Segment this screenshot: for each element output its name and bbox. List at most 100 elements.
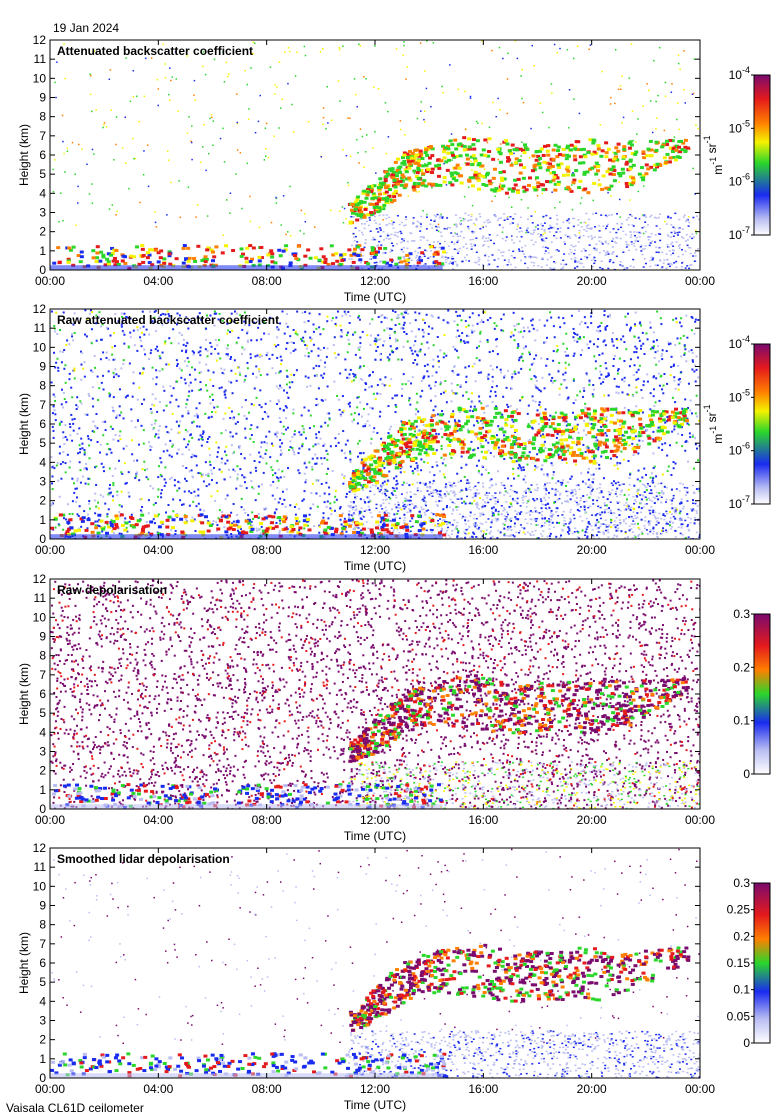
signal-pixel (574, 261, 577, 263)
signal-pixel (518, 248, 521, 250)
noise-pixel (316, 505, 319, 508)
noise-pixel (460, 319, 463, 322)
signal-pixel (412, 217, 415, 219)
signal-pixel (620, 226, 623, 229)
signal-pixel (441, 255, 444, 258)
noise-pixel (149, 352, 152, 355)
noise-pixel (224, 396, 227, 399)
boundary-layer-pixel (94, 259, 99, 263)
noise-pixel (218, 509, 221, 512)
noise-pixel (462, 394, 465, 397)
noise-pixel (287, 231, 289, 233)
cloud-pixel (382, 203, 387, 207)
cloud-pixel (512, 148, 517, 152)
cloud-pixel (609, 168, 614, 172)
signal-pixel (363, 227, 366, 230)
noise-pixel (472, 449, 475, 452)
cloud-pixel (612, 157, 617, 161)
signal-pixel (588, 227, 591, 230)
cloud-pixel (477, 161, 482, 165)
noise-pixel (468, 186, 470, 188)
boundary-layer-pixel (162, 257, 167, 261)
noise-pixel (628, 384, 631, 387)
cloud-pixel (431, 182, 436, 186)
noise-pixel (364, 151, 367, 153)
signal-pixel (464, 243, 467, 245)
noise-pixel (553, 501, 556, 504)
noise-pixel (183, 438, 186, 441)
noise-pixel (487, 377, 490, 380)
noise-pixel (447, 322, 450, 325)
noise-pixel (104, 420, 107, 423)
noise-pixel (348, 401, 351, 404)
noise-pixel (102, 434, 105, 437)
noise-pixel (201, 438, 204, 441)
signal-pixel (489, 221, 492, 223)
noise-pixel (383, 480, 386, 483)
signal-pixel (659, 239, 662, 242)
cloud-pixel (395, 178, 400, 182)
signal-pixel (559, 237, 562, 239)
noise-pixel (388, 202, 390, 205)
noise-pixel (298, 472, 301, 475)
noise-pixel (62, 450, 65, 453)
noise-pixel (473, 499, 476, 502)
noise-pixel (375, 349, 378, 352)
noise-pixel (532, 362, 535, 365)
noise-pixel (471, 312, 474, 315)
cloud-pixel (625, 185, 630, 189)
cloud-pixel (407, 166, 412, 170)
noise-pixel (73, 482, 76, 485)
cloud-pixel (648, 154, 653, 158)
noise-pixel (606, 324, 609, 327)
noise-pixel (314, 443, 317, 446)
boundary-layer-pixel (98, 259, 103, 263)
noise-pixel (287, 82, 289, 85)
noise-pixel (469, 405, 472, 408)
noise-pixel (304, 330, 307, 333)
noise-pixel (117, 527, 120, 530)
noise-pixel (482, 530, 485, 533)
signal-pixel (543, 228, 546, 231)
noise-pixel (301, 425, 304, 428)
noise-pixel (111, 427, 114, 430)
cloud-pixel (596, 144, 601, 148)
noise-pixel (416, 487, 419, 490)
noise-pixel (472, 531, 475, 534)
noise-pixel (677, 54, 680, 56)
noise-pixel (440, 427, 443, 430)
noise-pixel (694, 193, 696, 195)
boundary-layer-pixel (352, 252, 357, 256)
noise-pixel (451, 369, 454, 372)
cloud-pixel (612, 179, 617, 183)
noise-pixel (447, 309, 450, 312)
cloud-pixel (536, 154, 541, 158)
noise-pixel (134, 474, 137, 477)
cloud-pixel (369, 211, 374, 215)
noise-pixel (579, 202, 582, 205)
noise-pixel (528, 353, 531, 356)
noise-pixel (551, 464, 554, 467)
noise-pixel (379, 338, 382, 341)
noise-pixel (246, 332, 249, 335)
noise-pixel (539, 102, 542, 105)
noise-pixel (312, 503, 315, 506)
cloud-pixel (664, 161, 669, 165)
noise-pixel (494, 338, 497, 341)
noise-pixel (399, 471, 402, 474)
signal-pixel (691, 237, 694, 240)
cloud-pixel (483, 138, 488, 142)
noise-pixel (315, 404, 318, 407)
noise-pixel (277, 343, 280, 346)
boundary-layer-pixel (356, 254, 361, 258)
noise-pixel (224, 462, 227, 465)
noise-pixel (599, 364, 602, 367)
noise-pixel (388, 327, 391, 330)
noise-pixel (143, 460, 146, 463)
noise-pixel (503, 527, 506, 530)
noise-pixel (625, 508, 628, 511)
noise-pixel (190, 366, 193, 369)
noise-pixel (150, 349, 153, 352)
noise-pixel (149, 408, 152, 411)
noise-pixel (157, 476, 160, 479)
